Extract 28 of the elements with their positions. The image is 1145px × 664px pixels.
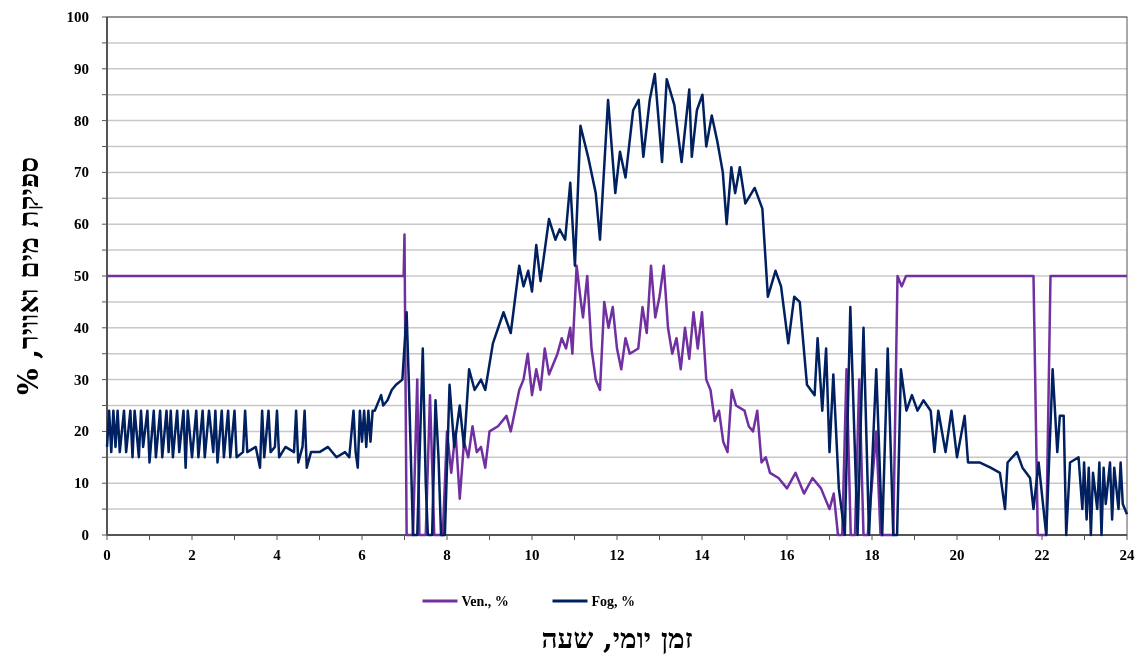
- x-tick-label: 8: [443, 547, 451, 563]
- x-tick-label: 24: [1119, 547, 1135, 563]
- x-axis-title: זמן יומי, שעה: [541, 622, 693, 655]
- x-tick-label: 16: [779, 547, 795, 563]
- x-tick-label: 18: [864, 547, 880, 563]
- legend-label: Fog, %: [591, 594, 636, 609]
- y-axis-title: ספיקת מים ואוויר, %: [12, 156, 45, 396]
- legend-label: Ven., %: [461, 594, 509, 609]
- x-tick-label: 20: [949, 547, 965, 563]
- y-tick-label: 90: [74, 60, 89, 77]
- x-tick-label: 12: [609, 547, 625, 563]
- y-tick-label: 60: [74, 216, 89, 233]
- x-tick-label: 4: [273, 547, 282, 563]
- y-tick-label: 0: [81, 527, 89, 543]
- x-tick-label: 22: [1034, 547, 1050, 563]
- y-tick-label: 40: [74, 319, 89, 336]
- y-tick-label: 70: [74, 164, 89, 181]
- y-tick-label: 50: [74, 268, 89, 284]
- y-tick-label: 30: [74, 371, 89, 388]
- x-tick-label: 14: [694, 547, 710, 563]
- x-tick-label: 6: [358, 547, 367, 563]
- x-tick-label: 2: [188, 547, 196, 563]
- y-tick-label: 10: [74, 475, 89, 492]
- y-tick-label: 80: [74, 112, 89, 129]
- x-tick-label: 10: [524, 547, 540, 563]
- x-tick-label: 0: [103, 547, 111, 563]
- y-tick-label: 20: [74, 423, 89, 440]
- y-tick-label: 100: [66, 9, 89, 25]
